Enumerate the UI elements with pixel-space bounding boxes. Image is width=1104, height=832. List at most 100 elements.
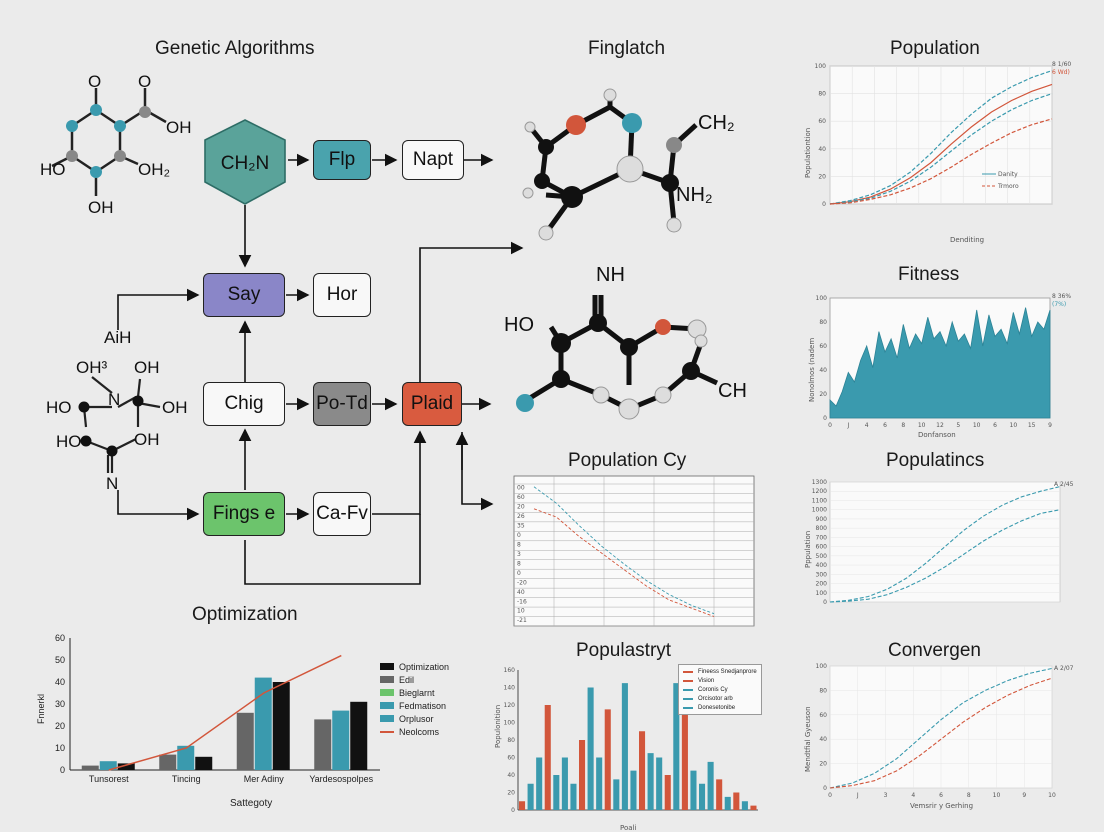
optimization-ytick: 20: [55, 721, 65, 731]
convergen-series-line: [829, 667, 1053, 789]
fitness-xlabel: Donfanson: [918, 431, 956, 439]
m2-oh-a: OH: [134, 358, 160, 377]
populatincs-ytick: 800: [816, 525, 828, 532]
m1-o-top2: O: [138, 72, 152, 91]
fitness-ytick: 100: [816, 295, 828, 302]
title-populatincs: Populatincs: [886, 450, 985, 471]
arrow-plaid-down: [461, 432, 494, 511]
optimization-bar: [236, 712, 254, 770]
optimization-xtick: Tunsorest: [89, 774, 129, 784]
population-legend-1: Danity: [998, 171, 1018, 178]
population-grid: [829, 65, 1053, 205]
optimization-ytick: 10: [55, 743, 65, 753]
populastryt-ytick: 60: [507, 755, 515, 762]
populastryt-ytick: 140: [504, 685, 516, 692]
populatincs-ytick: 500: [816, 553, 828, 560]
node-cafv[interactable]: Ca-Fv: [313, 492, 371, 536]
convergen-xtick: 10: [993, 792, 1001, 799]
population-ylabel: Populationtion: [804, 128, 812, 178]
node-plaid[interactable]: Plaid: [402, 382, 462, 426]
population-cy-ytick: 35: [517, 523, 525, 530]
populastryt-bar: [604, 709, 611, 810]
optimization-ytick: 60: [55, 633, 65, 643]
node-say[interactable]: Say: [203, 273, 285, 317]
convergen-xtick: 6: [939, 792, 943, 799]
population-annot1: 8 1/60: [1052, 61, 1071, 68]
legend-fedmatison: Fedmatison: [399, 700, 447, 711]
node-napt[interactable]: Napt: [402, 140, 464, 180]
arrow-aih-say: [117, 288, 200, 330]
legend-neolcoms: Neolcoms: [399, 726, 440, 737]
optimization-bar: [99, 761, 117, 770]
population-cy-ytick: 26: [517, 513, 525, 520]
node-potd[interactable]: Po-Td: [313, 382, 371, 426]
convergen-series: [829, 667, 1053, 789]
populastryt-ytick: 100: [504, 720, 516, 727]
optimization-bar: [332, 710, 350, 770]
populastryt-bar: [561, 757, 568, 810]
populatincs-series-line: [829, 509, 1061, 603]
populastryt-xlabel: Poali: [620, 824, 636, 832]
title-populastryt: Populastryt: [576, 640, 672, 661]
convergen-xtick: 4: [911, 792, 915, 799]
chart-populatincs: 0 100 200 300 400 500 600 700 800 900 1000 1100 1200…: [804, 479, 1074, 606]
populastryt-bar: [570, 783, 577, 810]
population-ytick: 20: [818, 173, 826, 180]
population-cy-grid: [514, 476, 754, 627]
populastryt-ytick: 160: [504, 667, 516, 674]
optimization-bar: [159, 754, 177, 770]
convergen-ytick: 40: [819, 736, 827, 743]
convergen-ytick: 100: [816, 663, 828, 670]
title-population: Population: [890, 38, 980, 59]
fitness-xtick: 12: [936, 422, 944, 429]
population-cy-ytick: 0: [517, 570, 521, 577]
node-hor[interactable]: Hor: [313, 273, 371, 317]
convergen-xticks: 0 J 3 4 6 8 10 9 10: [828, 792, 1056, 799]
molecule-1: [51, 88, 167, 196]
title-genetic-algorithms: Genetic Algorithms: [155, 38, 315, 59]
chart-optimization: 0 10 20 30 40 50 60 Tunsorest Tincing Mer Adiny Y…: [36, 633, 380, 809]
populatincs-ytick: 1300: [812, 479, 827, 486]
chart-fitness: 0 20 40 60 80 100 0 J 4 6 8 10 12 5 10 6 10 15 9 Nonolmos…: [808, 293, 1071, 439]
node-chig[interactable]: Chig: [203, 382, 285, 426]
optimization-ytick: 40: [55, 677, 65, 687]
populastryt-bar: [681, 709, 688, 810]
m4-ho: HO: [504, 314, 534, 336]
m2-ho-b: HO: [56, 432, 82, 451]
fitness-xtick: 6: [883, 422, 887, 429]
fitness-xtick: 4: [865, 422, 869, 429]
optimization-xlabel: Sattegoty: [230, 798, 272, 809]
m2-n: N: [108, 390, 121, 409]
legend-edil: Edil: [399, 674, 415, 685]
populatincs-ytick: 0: [823, 599, 827, 606]
populastryt-bar: [519, 801, 526, 810]
convergen-ylabel: Mendtfial Gyeuson: [804, 706, 812, 772]
optimization-bar: [81, 765, 99, 770]
m1-oh-right: OH: [166, 118, 192, 137]
convergen-xtick: 10: [1048, 792, 1056, 799]
convergen-xtick: 9: [1022, 792, 1026, 799]
convergen-yticks: 0 20 40 60 80 100: [816, 663, 828, 792]
populastryt-bars: [519, 683, 757, 810]
node-flp[interactable]: Flp: [313, 140, 371, 180]
populastryt-bar: [587, 687, 594, 810]
population-ytick: 80: [818, 91, 826, 98]
fitness-ytick: 60: [819, 343, 827, 350]
fitness-ytick: 20: [819, 391, 827, 398]
node-fings[interactable]: Fings e: [203, 492, 285, 536]
molecule-3: [522, 88, 698, 241]
fitness-xtick: 15: [1028, 422, 1036, 429]
fitness-xtick: J: [846, 422, 849, 429]
convergen-ytick: 0: [823, 785, 827, 792]
population-ytick: 0: [822, 201, 826, 208]
populastryt-bar: [621, 683, 628, 810]
populastryt-bar: [613, 779, 620, 810]
convergen-xtick: 3: [884, 792, 888, 799]
fitness-area: [829, 307, 1051, 419]
hexagon-node[interactable]: CH₂N: [220, 153, 270, 174]
population-xlabel: Denditing: [950, 236, 984, 244]
optimization-bar: [117, 763, 135, 770]
populastryt-ytick: 80: [507, 737, 515, 744]
legend-bieglarnt: Bieglarnt: [399, 687, 435, 698]
convergen-xtick: J: [856, 792, 859, 799]
